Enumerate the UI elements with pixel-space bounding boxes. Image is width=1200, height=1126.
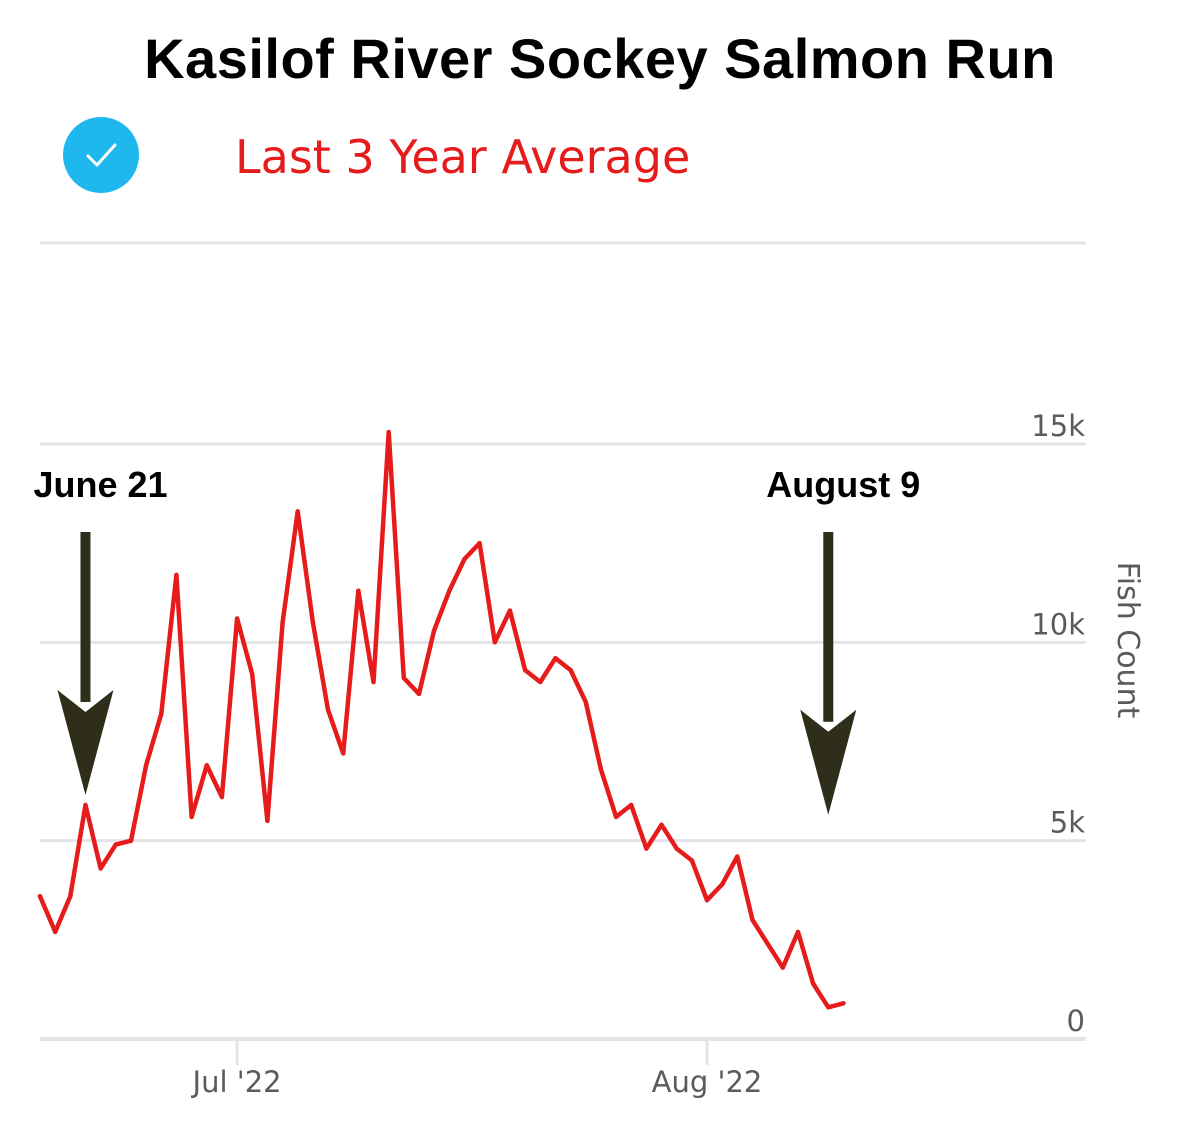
data-point [431,628,437,633]
data-point [553,656,558,661]
data-point [356,588,361,593]
data-point [810,981,816,986]
data-point [583,699,588,705]
data-point [128,838,134,843]
data-point [68,894,73,899]
data-point [780,965,786,970]
data-point [492,640,497,645]
legend-label: Last 3 Year Average [235,130,691,184]
data-point [477,540,482,546]
data-point [174,572,179,578]
series-line [37,429,846,1010]
data-point [280,620,285,625]
x-tick-label: Aug '22 [652,1065,763,1099]
data-point [507,608,513,613]
y-axis-label: Fish Count [1110,562,1145,719]
y-axis-ticks: 0 5k 10k 15k [1031,409,1085,1038]
annotation-label: August 9 [766,464,920,505]
check-icon [86,143,117,167]
data-point [826,1005,831,1010]
data-point [522,667,528,673]
data-point [629,802,634,808]
data-point [219,794,225,800]
data-point [401,675,407,681]
data-point [447,588,452,593]
data-point [795,929,801,935]
y-tick-label: 0 [1067,1004,1085,1038]
data-point [750,917,755,923]
data-point [841,1001,846,1006]
data-point [310,620,316,625]
data-point [159,711,164,716]
data-point [325,707,331,712]
data-point [538,679,543,685]
data-point [659,822,664,827]
y-tick-label: 15k [1031,409,1085,443]
data-point [113,842,118,847]
x-tick-label: Jul '22 [191,1065,282,1099]
data-point [265,818,270,824]
chart-title: Kasilof River Sockey Salmon Run [144,27,1056,90]
data-point [704,897,710,903]
y-tick-label: 5k [1050,806,1085,840]
data-point [234,616,240,621]
data-point [674,846,679,851]
data-point [735,854,740,859]
data-point [462,556,467,562]
data-point [52,929,58,935]
annotation-arrow-shaft [80,532,91,702]
data-point [568,667,573,673]
data-point [371,679,376,685]
y-tick-label: 10k [1031,607,1085,641]
data-point [37,894,43,899]
series-layer [37,429,846,1010]
data-point [644,846,649,851]
data-point [765,941,770,946]
data-point [598,767,604,772]
data-point [204,763,209,768]
data-point [719,882,725,887]
annotation-arrow-head [800,709,857,815]
data-point [689,858,695,863]
data-point [386,429,391,435]
annotation-arrow-head [57,689,114,795]
annotations-layer: June 21 August 9 [33,464,920,815]
annotation-arrow-shaft [823,532,834,722]
data-point [189,814,194,820]
data-point [98,866,103,871]
data-point [416,691,422,697]
data-point [613,814,619,820]
x-axis-ticks: Jul '22 Aug '22 [191,1039,763,1099]
data-point [250,671,255,677]
data-point [83,802,88,808]
gridlines [40,241,1086,1041]
annotation-label: June 21 [33,464,167,505]
data-point [295,509,300,514]
data-point [143,763,149,768]
data-point [340,751,346,756]
legend-toggle[interactable] [63,117,139,193]
